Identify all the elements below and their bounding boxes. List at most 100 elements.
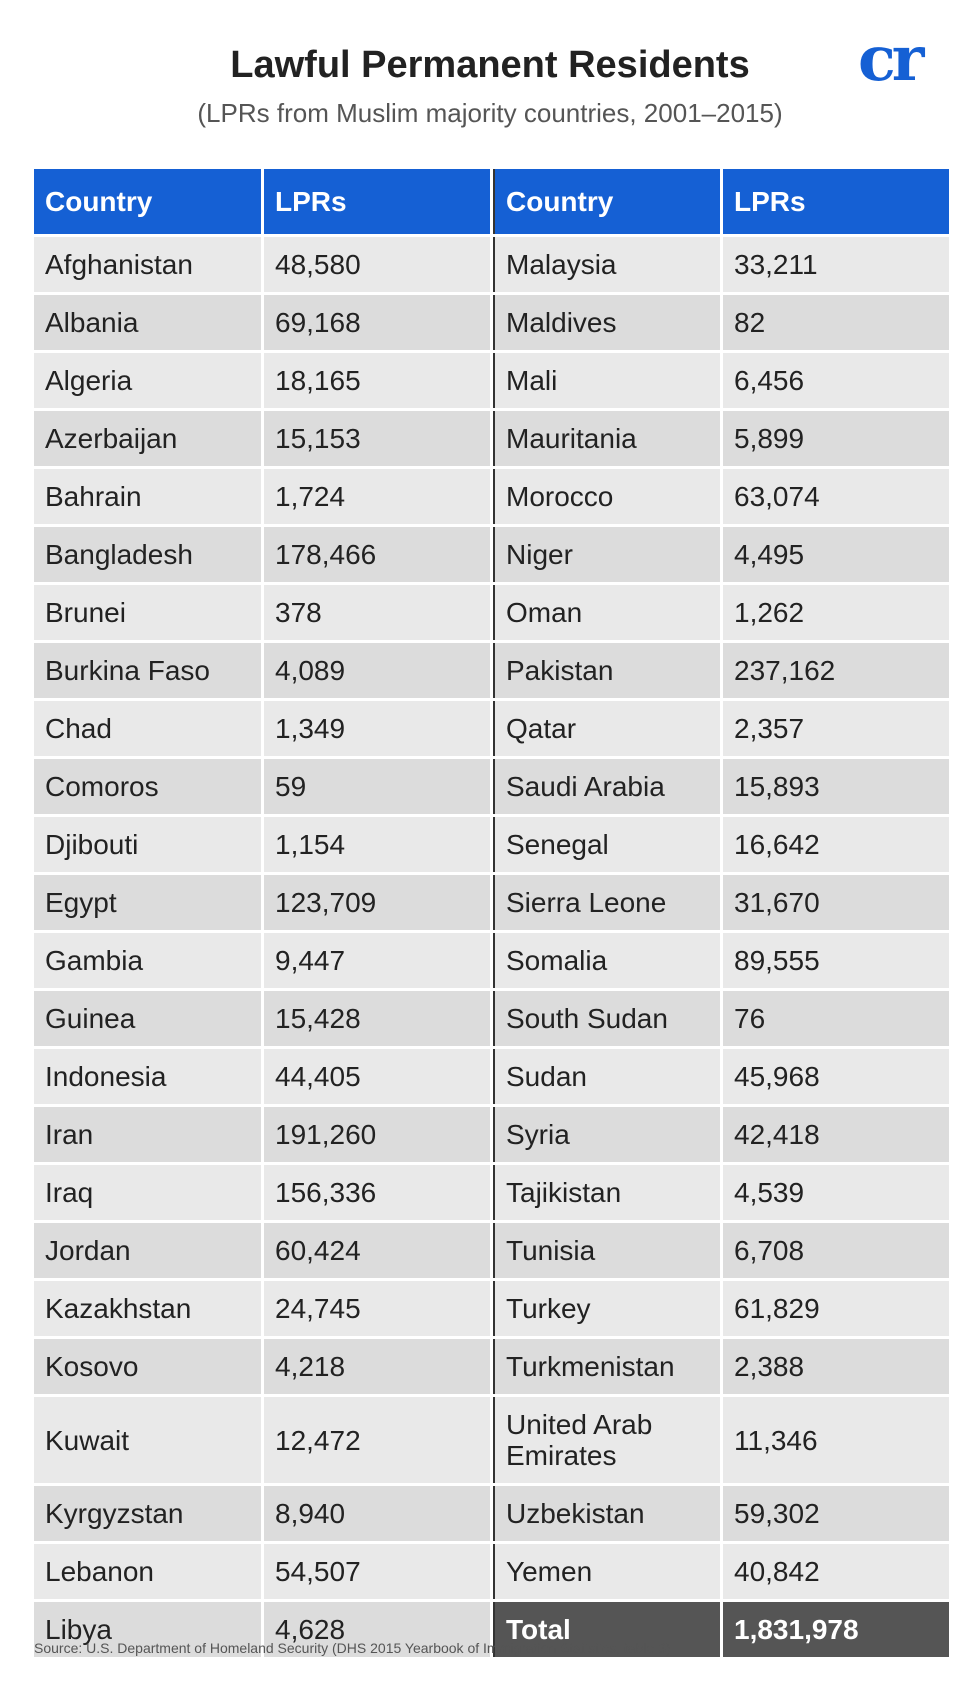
lpr-cell: 12,472 — [264, 1397, 490, 1483]
country-cell: Oman — [493, 585, 720, 640]
table-row: Iran 191,260 Syria 42,418 — [34, 1107, 949, 1162]
country-cell: Indonesia — [34, 1049, 261, 1104]
table-row: Guinea 15,428 South Sudan 76 — [34, 991, 949, 1046]
lpr-cell: 123,709 — [264, 875, 490, 930]
table-row: Albania 69,168 Maldives 82 — [34, 295, 949, 350]
lpr-cell: 4,495 — [723, 527, 949, 582]
country-cell: Turkmenistan — [493, 1339, 720, 1394]
country-cell: Iran — [34, 1107, 261, 1162]
country-cell: Comoros — [34, 759, 261, 814]
table-row: Algeria 18,165 Mali 6,456 — [34, 353, 949, 408]
country-cell: Sudan — [493, 1049, 720, 1104]
lpr-cell: 156,336 — [264, 1165, 490, 1220]
country-cell: Egypt — [34, 875, 261, 930]
title: Lawful Permanent Residents — [230, 44, 750, 86]
table-row: Iraq 156,336 Tajikistan 4,539 — [34, 1165, 949, 1220]
lpr-cell: 16,642 — [723, 817, 949, 872]
country-cell: Uzbekistan — [493, 1486, 720, 1541]
country-cell: Malaysia — [493, 237, 720, 292]
country-cell: Jordan — [34, 1223, 261, 1278]
country-cell: Kosovo — [34, 1339, 261, 1394]
country-cell: Saudi Arabia — [493, 759, 720, 814]
table-row: Afghanistan 48,580 Malaysia 33,211 — [34, 237, 949, 292]
table-row: Azerbaijan 15,153 Mauritania 5,899 — [34, 411, 949, 466]
country-cell: Azerbaijan — [34, 411, 261, 466]
country-cell: Mauritania — [493, 411, 720, 466]
country-cell: Albania — [34, 295, 261, 350]
lpr-cell: 4,539 — [723, 1165, 949, 1220]
lpr-cell: 69,168 — [264, 295, 490, 350]
country-cell: Bangladesh — [34, 527, 261, 582]
country-cell: Afghanistan — [34, 237, 261, 292]
lpr-cell: 60,424 — [264, 1223, 490, 1278]
table-row: Brunei 378 Oman 1,262 — [34, 585, 949, 640]
country-cell: United Arab Emirates — [493, 1397, 720, 1483]
column-header: LPRs — [264, 169, 490, 234]
table-row: Libya 4,628 Total 1,831,978 — [34, 1602, 949, 1657]
lpr-cell: 89,555 — [723, 933, 949, 988]
country-cell: Yemen — [493, 1544, 720, 1599]
lpr-cell: 33,211 — [723, 237, 949, 292]
lpr-cell: 48,580 — [264, 237, 490, 292]
column-header: Country — [34, 169, 261, 234]
table-row: Djibouti 1,154 Senegal 16,642 — [34, 817, 949, 872]
lpr-cell: 9,447 — [264, 933, 490, 988]
table-row: Bangladesh 178,466 Niger 4,495 — [34, 527, 949, 582]
country-cell: Brunei — [34, 585, 261, 640]
table-row: Comoros 59 Saudi Arabia 15,893 — [34, 759, 949, 814]
table-row: Kazakhstan 24,745 Turkey 61,829 — [34, 1281, 949, 1336]
lpr-cell: 4,218 — [264, 1339, 490, 1394]
country-cell: Pakistan — [493, 643, 720, 698]
lpr-cell: 6,456 — [723, 353, 949, 408]
lpr-cell: 63,074 — [723, 469, 949, 524]
lpr-cell: 61,829 — [723, 1281, 949, 1336]
country-cell: Maldives — [493, 295, 720, 350]
country-cell: Chad — [34, 701, 261, 756]
subtitle: (LPRs from Muslim majority countries, 20… — [197, 98, 783, 128]
lpr-cell: 59,302 — [723, 1486, 949, 1541]
country-cell: Somalia — [493, 933, 720, 988]
lpr-cell: 4,628 — [264, 1602, 490, 1657]
country-cell: Guinea — [34, 991, 261, 1046]
table-row: Kosovo 4,218 Turkmenistan 2,388 — [34, 1339, 949, 1394]
lpr-cell: 54,507 — [264, 1544, 490, 1599]
lpr-cell: 2,357 — [723, 701, 949, 756]
country-cell: Sierra Leone — [493, 875, 720, 930]
country-cell: Tunisia — [493, 1223, 720, 1278]
lpr-cell: 1,831,978 — [723, 1602, 949, 1657]
lpr-cell: 59 — [264, 759, 490, 814]
lpr-cell: 31,670 — [723, 875, 949, 930]
lpr-cell: 237,162 — [723, 643, 949, 698]
country-cell: Turkey — [493, 1281, 720, 1336]
lpr-cell: 2,388 — [723, 1339, 949, 1394]
lpr-cell: 44,405 — [264, 1049, 490, 1104]
table-row: Kyrgyzstan 8,940 Uzbekistan 59,302 — [34, 1486, 949, 1541]
country-cell: Mali — [493, 353, 720, 408]
country-cell: Algeria — [34, 353, 261, 408]
table: Country LPRs Country LPRs Afghanistan 48,580… — [31, 166, 952, 1660]
country-cell: Kuwait — [34, 1397, 261, 1483]
country-cell: Libya — [34, 1602, 261, 1657]
country-cell: Kazakhstan — [34, 1281, 261, 1336]
country-cell: Iraq — [34, 1165, 261, 1220]
country-cell: Kyrgyzstan — [34, 1486, 261, 1541]
column-header: LPRs — [723, 169, 949, 234]
country-cell: Bahrain — [34, 469, 261, 524]
lpr-cell: 191,260 — [264, 1107, 490, 1162]
table-row: Kuwait 12,472 United Arab Emirates 11,346 — [34, 1397, 949, 1483]
lpr-cell: 45,968 — [723, 1049, 949, 1104]
country-cell: Qatar — [493, 701, 720, 756]
lpr-cell: 15,428 — [264, 991, 490, 1046]
lpr-cell: 15,153 — [264, 411, 490, 466]
lpr-cell: 40,842 — [723, 1544, 949, 1599]
lpr-cell: 6,708 — [723, 1223, 949, 1278]
lpr-cell: 76 — [723, 991, 949, 1046]
table-row: Lebanon 54,507 Yemen 40,842 — [34, 1544, 949, 1599]
lpr-cell: 1,349 — [264, 701, 490, 756]
country-cell: South Sudan — [493, 991, 720, 1046]
lpr-cell: 18,165 — [264, 353, 490, 408]
lpr-cell: 4,089 — [264, 643, 490, 698]
country-cell: Total — [493, 1602, 720, 1657]
lpr-cell: 11,346 — [723, 1397, 949, 1483]
